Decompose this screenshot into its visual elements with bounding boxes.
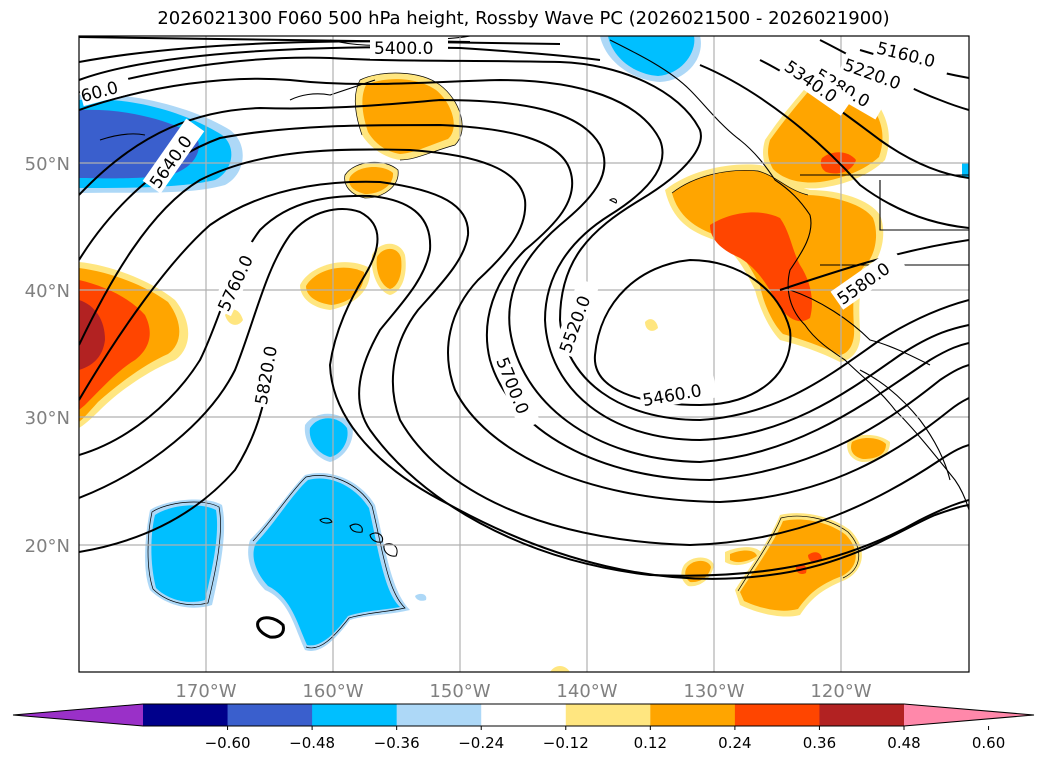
lon-label-140w: 140°W	[556, 681, 617, 702]
contour-label-5820: 5820.0	[252, 344, 282, 406]
latitude-labels: 50°N 40°N 30°N 20°N	[25, 154, 70, 557]
colorbar-extension-high	[904, 704, 1034, 726]
colorbar-segment	[819, 704, 905, 726]
colorbar	[12, 703, 1035, 727]
colorbar-tick-label: −0.24	[458, 734, 504, 752]
colorbar-segment	[396, 704, 482, 726]
colorbar-segment	[227, 704, 313, 726]
colorbar-tick-label: −0.36	[374, 734, 420, 752]
height-contours	[79, 36, 969, 580]
contour-label-5400: 5400.0	[374, 39, 433, 59]
colorbar-segment	[312, 704, 398, 726]
colorbar-tick-label: 0.48	[887, 734, 920, 752]
colorbar-tick-label: −0.48	[289, 734, 335, 752]
colorbar-segment	[565, 704, 651, 726]
contour-label-5760: 5760.0	[215, 252, 258, 314]
colorbar-tick-label: 0.60	[972, 734, 1005, 752]
lon-label-120w: 120°W	[810, 681, 871, 702]
colorbar-outline	[12, 703, 1035, 727]
colorbar-tick-label: −0.12	[543, 734, 589, 752]
anomaly-fill-positive	[79, 70, 890, 672]
colorbar-extension-low	[13, 704, 143, 726]
colorbar-segment	[143, 704, 229, 726]
lon-label-170w: 170°W	[175, 681, 236, 702]
lon-label-150w: 150°W	[429, 681, 490, 702]
closed-contour-small	[256, 616, 285, 639]
lat-label-20n: 20°N	[25, 536, 70, 557]
colorbar-tick-label: −0.60	[205, 734, 251, 752]
colorbar-tick-label: 0.36	[803, 734, 836, 752]
colorbar-segment	[734, 704, 820, 726]
lat-label-40n: 40°N	[25, 281, 70, 302]
colorbar-segment	[650, 704, 736, 726]
map-title: 2026021300 F060 500 hPa height, Rossby W…	[157, 8, 890, 29]
lat-label-30n: 30°N	[25, 408, 70, 429]
lon-label-160w: 160°W	[302, 681, 363, 702]
colorbar-segment	[481, 704, 567, 726]
lon-label-130w: 130°W	[683, 681, 744, 702]
lat-label-50n: 50°N	[25, 154, 70, 175]
contour-label-5460: 5460.0	[641, 381, 703, 411]
contour-label-5700: 5700.0	[491, 355, 532, 418]
colorbar-tick-label: 0.24	[718, 734, 751, 752]
colorbar-tick-labels: −0.60 −0.48 −0.36 −0.24 −0.12 0.12 0.24 0.36 0.4…	[205, 726, 1005, 752]
colorbar-tick-label: 0.12	[634, 734, 667, 752]
map-area: 5400.0 5160.0 5220.0 5280.0 5340.0 60.0 …	[79, 36, 969, 672]
map-frame	[78, 35, 970, 673]
longitude-labels: 170°W 160°W 150°W 140°W 130°W 120°W	[175, 681, 871, 702]
